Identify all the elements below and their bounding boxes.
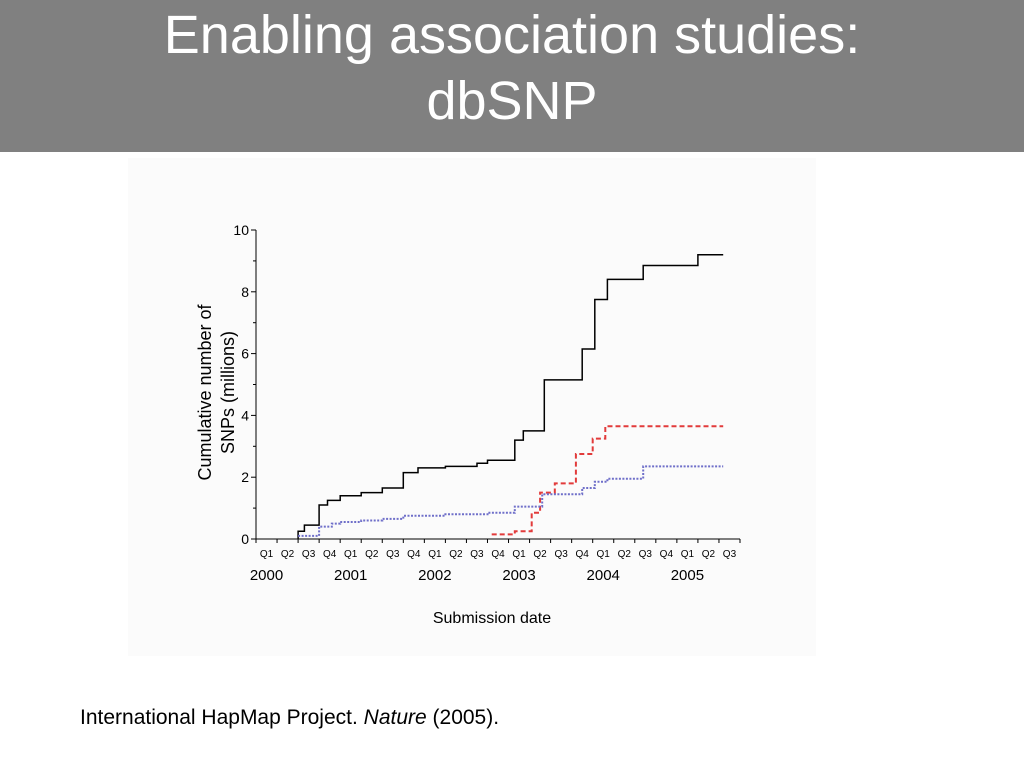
y-axis-title: Cumulative number of SNPs (millions) [195, 303, 238, 480]
y-tick-label: 0 [241, 531, 249, 547]
x-quarter-label: Q3 [639, 549, 653, 560]
x-quarter-label: Q4 [407, 549, 421, 560]
x-year-label: 2002 [418, 567, 451, 584]
y-tick-label: 6 [241, 346, 249, 362]
x-year-label: 2005 [671, 567, 704, 584]
x-quarter-label: Q3 [723, 549, 737, 560]
figure-panel: 0 2 4 6 8 10 Q1 Q2 Q3 Q4 Q1 Q2 Q3 Q4 Q1 Q2 Q3 Q4 Q1 Q2 Q3 Q4 Q… [128, 158, 816, 656]
x-quarter-label: Q3 [554, 549, 568, 560]
citation-prefix: International HapMap Project. [80, 706, 364, 729]
series-line-solid [297, 253, 724, 539]
y-tick-label: 2 [241, 469, 249, 485]
x-quarter-label: Q2 [365, 549, 379, 560]
x-axis-title: Submission date [433, 610, 551, 627]
x-quarter-label: Q2 [618, 549, 632, 560]
y-tick-label: 4 [241, 407, 249, 423]
x-quarter-label: Q1 [597, 549, 611, 560]
series-line-dotted [298, 465, 724, 537]
y-tick-label: 8 [241, 284, 249, 300]
x-quarter-label: Q1 [344, 549, 358, 560]
y-tick-label: 10 [233, 222, 249, 238]
snp-growth-chart: 0 2 4 6 8 10 Q1 Q2 Q3 Q4 Q1 Q2 Q3 Q4 Q1 Q2 Q3 Q4 Q1 Q2 Q3 Q4 Q… [195, 222, 741, 627]
x-quarter-label: Q1 [681, 549, 695, 560]
x-quarter-label: Q2 [533, 549, 547, 560]
citation-suffix: (2005). [426, 706, 500, 729]
x-quarter-label: Q4 [491, 549, 505, 560]
citation: International HapMap Project. Nature (20… [80, 706, 499, 730]
x-year-label: 2003 [502, 567, 535, 584]
x-quarter-label: Q1 [260, 549, 274, 560]
x-quarter-label: Q1 [428, 549, 442, 560]
x-quarter-label: Q3 [386, 549, 400, 560]
series-line-dashed [491, 425, 724, 536]
y-axis-title-line: Cumulative number of [195, 303, 215, 480]
citation-journal: Nature [363, 706, 427, 729]
x-year-label: 2000 [250, 567, 283, 584]
x-quarter-label: Q1 [512, 549, 526, 560]
x-year-label: 2004 [587, 567, 620, 584]
x-quarter-label: Q3 [470, 549, 484, 560]
title-bar [0, 0, 1024, 152]
x-year-label: 2001 [334, 567, 367, 584]
x-quarter-label: Q4 [323, 549, 337, 560]
x-quarter-label: Q4 [576, 549, 590, 560]
x-quarter-label: Q2 [702, 549, 716, 560]
x-quarter-label: Q4 [660, 549, 674, 560]
y-axis-title-line: SNPs (millions) [218, 331, 238, 454]
x-quarter-label: Q2 [449, 549, 463, 560]
x-quarter-label: Q3 [302, 549, 316, 560]
x-quarter-label: Q2 [281, 549, 295, 560]
slide-title: Enabling association studies: dbSNP [163, 5, 861, 131]
